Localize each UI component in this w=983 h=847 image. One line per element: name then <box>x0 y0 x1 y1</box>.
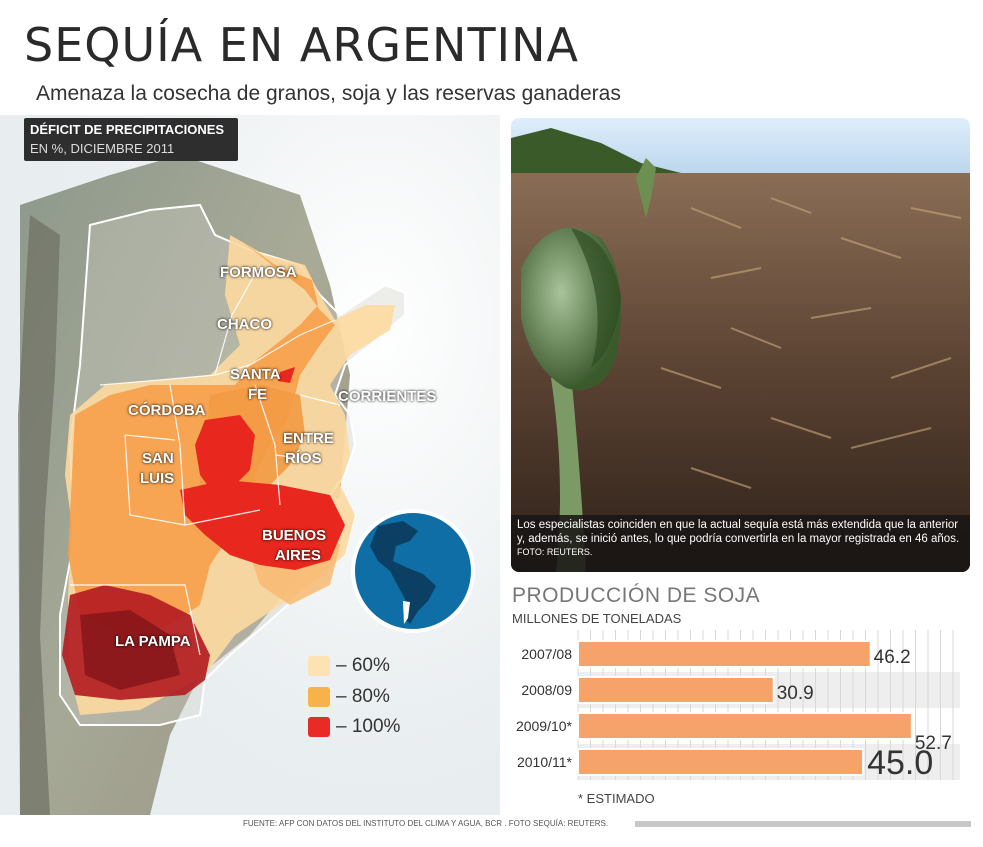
province-label-san-luis-line1: SAN <box>142 450 174 467</box>
chart-category-label: 2007/08 <box>521 646 572 662</box>
province-label-santa-fe-line2: FE <box>248 386 268 403</box>
scale-label-60: – 60% <box>336 655 390 676</box>
chart-footnote: * ESTIMADO <box>578 791 655 806</box>
province-label-formosa: FORMOSA <box>220 264 297 281</box>
province-label-cordoba: CÓRDOBA <box>128 402 206 419</box>
chart-category-label: 2008/09 <box>521 682 572 698</box>
province-label-corrientes: CORRIENTES <box>338 388 437 405</box>
photo-caption-text: Los especialistas coinciden en que la ac… <box>517 519 960 545</box>
province-label-chaco: CHACO <box>217 316 272 333</box>
source-note: FUENTE: AFP CON DATOS DEL INSTITUTO DEL … <box>243 819 609 828</box>
province-label-san-luis-line2: LUIS <box>140 470 175 487</box>
chart-labels: 2007/08 46.2 2008/09 30.9 2009/10* 52.7 2010/1… <box>516 646 952 782</box>
map-legend-header: DÉFICIT DE PRECIPITACIONES EN %, DICIEMB… <box>24 118 238 161</box>
source-divider <box>635 821 971 827</box>
chart-subtitle: MILLONES DE TONELADAS <box>512 611 682 626</box>
scale-swatch-100 <box>308 717 330 737</box>
scale-item-100: – 100% <box>308 716 400 738</box>
page-subtitle: Amenaza la cosecha de granos, soja y las… <box>36 82 621 105</box>
province-label-buenos-aires-line1: BUENOS <box>262 527 327 544</box>
photo-graphic <box>511 118 970 572</box>
chart-bars <box>577 640 913 776</box>
map-graphic <box>0 115 500 815</box>
chart-value-label: 45.0 <box>867 744 933 782</box>
chart-value-label: 30.9 <box>777 683 814 704</box>
globe-icon <box>351 509 475 633</box>
scale-item-60: – 60% <box>308 655 390 677</box>
argentina-map <box>0 115 500 815</box>
drought-photo <box>511 118 970 572</box>
province-label-entre-rios-line1: ENTRE <box>283 430 334 447</box>
province-label-santa-fe-line1: SANTA <box>230 366 281 383</box>
chart-value-label: 52.7 <box>915 733 952 754</box>
scale-item-80: – 80% <box>308 686 390 708</box>
chart-category-label: 2009/10* <box>516 718 573 734</box>
scale-swatch-60 <box>308 656 330 676</box>
chart-title: PRODUCCIÓN DE SOJA <box>512 584 761 607</box>
chart-value-label: 46.2 <box>874 647 911 668</box>
page-title: SEQUÍA EN ARGENTINA <box>24 18 579 72</box>
province-label-buenos-aires-line2: AIRES <box>275 547 321 564</box>
scale-label-80: – 80% <box>336 686 390 707</box>
map-legend-title: DÉFICIT DE PRECIPITACIONES <box>30 122 225 137</box>
soy-bar-chart: 2007/08 46.2 2008/09 30.9 2009/10* 52.7 2010/1… <box>516 630 960 782</box>
chart-bar <box>577 640 872 668</box>
chart-category-label: 2010/11* <box>517 754 573 770</box>
photo-caption: Los especialistas coinciden en que la ac… <box>511 515 970 572</box>
photo-credit: FOTO: REUTERS. <box>517 547 593 557</box>
province-label-la-pampa: LA PAMPA <box>115 633 191 650</box>
chart-bar <box>577 712 913 740</box>
scale-swatch-80 <box>308 687 330 707</box>
chart-bar <box>577 676 775 704</box>
map-legend-subtitle: EN %, DICIEMBRE 2011 <box>30 141 175 156</box>
chart-bar <box>577 748 865 776</box>
scale-label-100: – 100% <box>336 716 401 737</box>
province-label-entre-rios-line2: RÍOS <box>285 450 322 467</box>
